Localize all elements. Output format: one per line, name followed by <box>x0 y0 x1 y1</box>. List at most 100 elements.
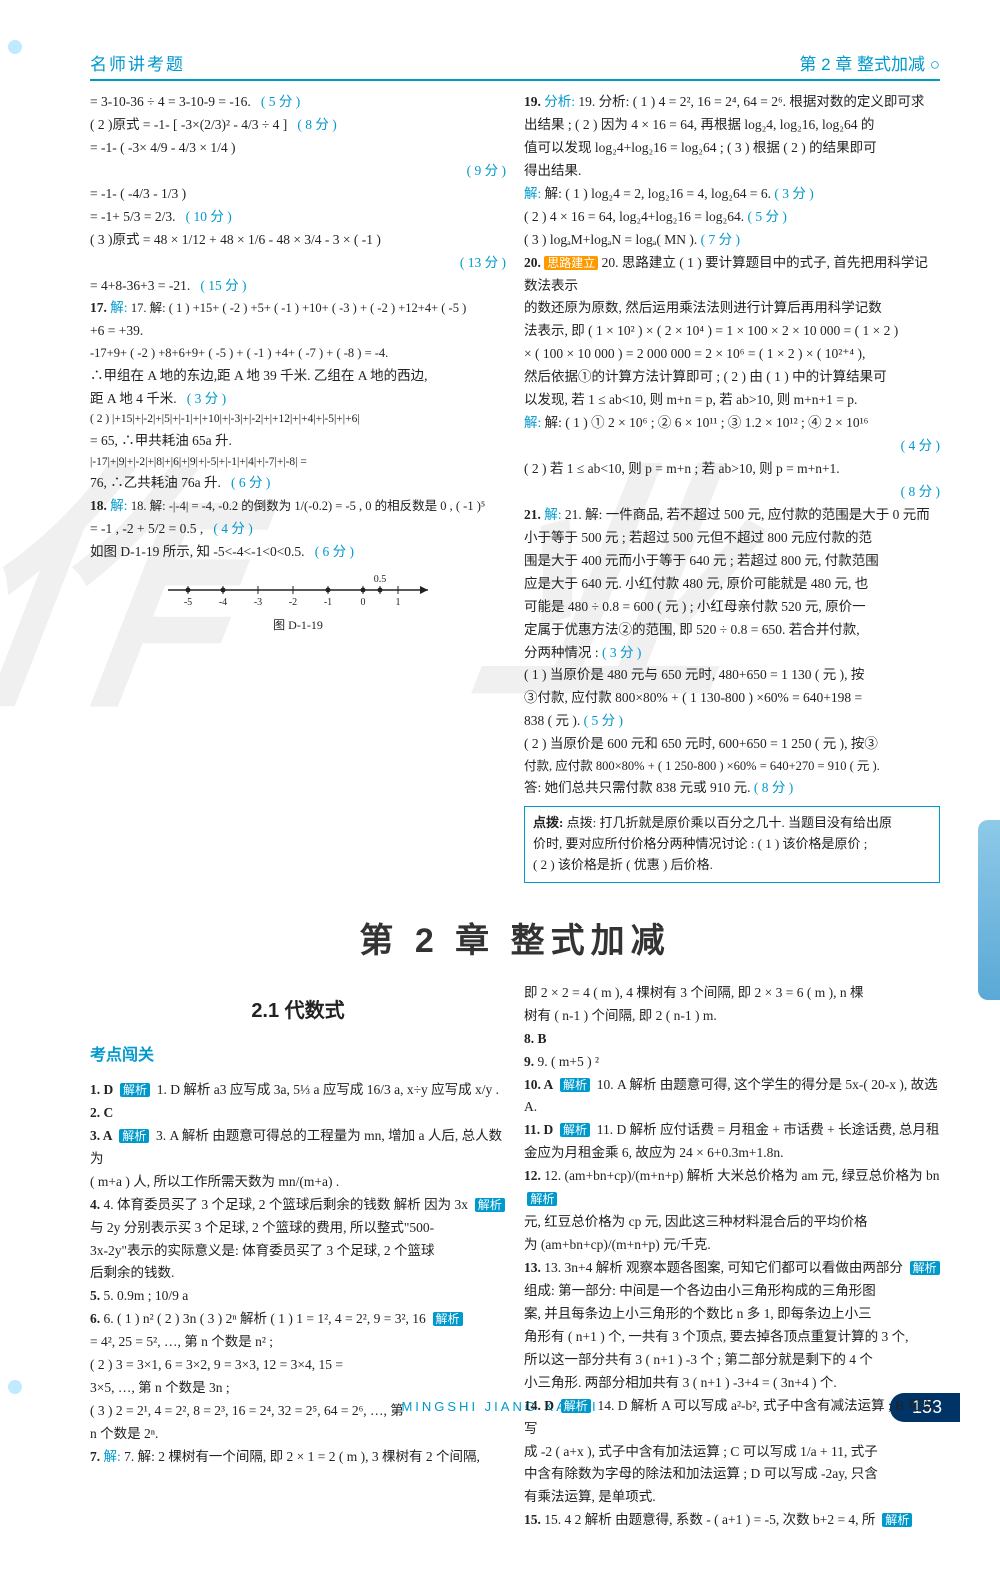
text-line: 3x-2y"表示的实际意义是: 体育委员买了 3 个足球, 2 个篮球 <box>90 1240 506 1263</box>
number-line-svg: -5 -4 -3 -2 -1 0 0.5 1 <box>158 572 438 608</box>
text-line: ( 3 ) logₐM+logₐN = logₐ( MN ). ( 7 分 ) <box>524 229 940 252</box>
svg-text:-2: -2 <box>289 597 297 608</box>
text-line: 元, 红豆总价格为 cp 元, 因此这三种材料混合后的平均价格 <box>524 1211 940 1234</box>
text-line: 17. 解: 17. 解: ( 1 ) +15+ ( -2 ) +5+ ( -1… <box>90 297 506 320</box>
text-line: 价时, 要对应所付价格分两种情况讨论 : ( 1 ) 该价格是原价 ; <box>533 834 931 855</box>
text-line: 18. 解: 18. 解: -|-4| = -4, -0.2 的倒数为 1/(-… <box>90 495 506 518</box>
page-content: 名师讲考题 第 2 章 整式加减 ○ = 3-10-36 ÷ 4 = 3-10-… <box>0 0 1000 1582</box>
text-line: 以发现, 若 1 ≤ ab<10, 则 m+n = p, 若 ab>10, 则 … <box>524 389 940 412</box>
text-line: ( 3 ) 2 = 2¹, 4 = 2², 8 = 2³, 16 = 2⁴, 3… <box>90 1400 506 1423</box>
chapter-title: 第 2 章 整式加减 <box>90 913 940 962</box>
text-line: = 4², 25 = 5², …, 第 n 个数是 n² ; <box>90 1331 506 1354</box>
text-line: ( 2 ) 该价格是折 ( 优惠 ) 后价格. <box>533 855 931 876</box>
text-line: 5. 5. 0.9m ; 10/9 a <box>90 1285 506 1308</box>
text-line: ( 3 )原式 = 48 × 1/12 + 48 × 1/6 - 48 × 3/… <box>90 229 506 252</box>
text-line: ( 2 ) 当原价是 600 元和 650 元时, 600+650 = 1 25… <box>524 733 940 756</box>
text-line: 应是大于 640 元. 小红付款 480 元, 原价可能就是 480 元, 也 <box>524 573 940 596</box>
text-line: +6 = +39. <box>90 320 506 343</box>
text-line: ∴甲组在 A 地的东边,距 A 地 39 千米. 乙组在 A 地的西边, <box>90 365 506 388</box>
text-line: ( 2 )原式 = -1- [ -3×(2/3)² - 4/3 ÷ 4 ] ( … <box>90 114 506 137</box>
svg-text:-1: -1 <box>324 597 332 608</box>
tip-box: 点拨: 点拨: 打几折就是原价乘以百分之几十. 当题目没有给出原 价时, 要对应… <box>524 806 940 882</box>
text-line: 9. 9. ( m+5 ) ² <box>524 1051 940 1074</box>
text-line: 法表示, 即 ( 1 × 10² ) × ( 2 × 10⁴ ) = 1 × 1… <box>524 320 940 343</box>
text-line: 解: 解: ( 1 ) log₂4 = 2, log₂16 = 4, log₂6… <box>524 183 940 206</box>
svg-text:-3: -3 <box>254 597 262 608</box>
subsection-title: 考点闯关 <box>90 1042 506 1069</box>
figure-label: 图 D-1-19 <box>158 615 438 635</box>
text-line: 19. 分析: 19. 分析: ( 1 ) 4 = 2², 16 = 2⁴, 6… <box>524 91 940 114</box>
text-line: 组成: 第一部分: 中间是一个各边由小三角形构成的三角形图 <box>524 1280 940 1303</box>
text-line: 3. A 解析 3. A 解析 由题意可得总的工程量为 mn, 增加 a 人后,… <box>90 1125 506 1171</box>
page-header: 名师讲考题 第 2 章 整式加减 ○ <box>90 50 940 81</box>
number-line-figure: -5 -4 -3 -2 -1 0 0.5 1 图 D-1-19 <box>158 572 438 635</box>
text-line: 6. 6. ( 1 ) n² ( 2 ) 3n ( 3 ) 2ⁿ 解析 ( 1 … <box>90 1308 506 1331</box>
text-line: ( m+a ) 人, 所以工作所需天数为 mn/(m+a) . <box>90 1171 506 1194</box>
svg-text:1: 1 <box>396 597 401 608</box>
lower-columns: 2.1 代数式 考点闯关 1. D 解析 1. D 解析 a3 应写成 3a, … <box>90 982 940 1533</box>
text-line: 然后依据①的计算方法计算即可 ; ( 2 ) 由 ( 1 ) 中的计算结果可 <box>524 366 940 389</box>
text-line: 12. 12. (am+bn+cp)/(m+n+p) 解析 大米总价格为 am … <box>524 1165 940 1211</box>
svg-text:0: 0 <box>361 597 366 608</box>
right-column-upper: 19. 分析: 19. 分析: ( 1 ) 4 = 2², 16 = 2⁴, 6… <box>524 91 940 883</box>
text-line: × ( 100 × 10 000 ) = 2 000 000 = 2 × 10⁶… <box>524 343 940 366</box>
text-line: 即 2 × 2 = 4 ( m ), 4 棵树有 3 个间隔, 即 2 × 3 … <box>524 982 940 1005</box>
header-left: 名师讲考题 <box>90 50 185 75</box>
text-line: 20. 思路建立 20. 思路建立 ( 1 ) 要计算题目中的式子, 首先把用科… <box>524 252 940 298</box>
text-line: 值可以发现 log₂4+log₂16 = log₂64 ; ( 3 ) 根据 (… <box>524 137 940 160</box>
text-line: 3×5, …, 第 n 个数是 3n ; <box>90 1377 506 1400</box>
header-right: 第 2 章 整式加减 ○ <box>799 50 940 75</box>
text-line: ( 2 ) 3 = 3×1, 6 = 3×2, 9 = 3×3, 12 = 3×… <box>90 1354 506 1377</box>
text-line: ( 2 ) 4 × 16 = 64, log₂4+log₂16 = log₂64… <box>524 206 940 229</box>
text-line: 所以这一部分共有 3 ( n+1 ) -3 个 ; 第二部分就是剩下的 4 个 <box>524 1349 940 1372</box>
text-line: 15. 15. 4 2 解析 由题意得, 系数 - ( a+1 ) = -5, … <box>524 1509 940 1532</box>
text-line: n 个数是 2ⁿ. <box>90 1423 506 1446</box>
text-line: 付款, 应付款 800×80% + ( 1 250-800 ) ×60% = 6… <box>524 756 940 777</box>
text-line: 76, ∴乙共耗油 76a 升. ( 6 分 ) <box>90 472 506 495</box>
text-line: 小三角形. 两部分相加共有 3 ( n+1 ) -3+4 = ( 3n+4 ) … <box>524 1372 940 1395</box>
text-line: 有乘法运算, 是单项式. <box>524 1486 940 1509</box>
text-line: 解: 解: ( 1 ) ① 2 × 10⁶ ; ② 6 × 10¹¹ ; ③ 1… <box>524 412 940 435</box>
text-line: 后剩余的钱数. <box>90 1262 506 1285</box>
text-line: 如图 D-1-19 所示, 知 -5<-4<-1<0<0.5. ( 6 分 ) <box>90 541 506 564</box>
text-line: 成 -2 ( a+x ), 式子中含有加法运算 ; C 可以写成 1/a + 1… <box>524 1441 940 1464</box>
text-line: ③付款, 应付款 800×80% + ( 1 130-800 ) ×60% = … <box>524 687 940 710</box>
text-line: |-17|+|9|+|-2|+|8|+|6|+|9|+|-5|+|-1|+|4|… <box>90 453 506 473</box>
text-line: 角形有 ( n+1 ) 个, 一共有 3 个顶点, 要去掉各顶点重复计算的 3 … <box>524 1326 940 1349</box>
text-line: ( 2 ) 若 1 ≤ ab<10, 则 p = m+n ; 若 ab>10, … <box>524 458 940 481</box>
text-line: ( 2 ) |+15|+|-2|+|5|+|-1|+|+10|+|-3|+|-2… <box>90 410 506 430</box>
left-column-upper: = 3-10-36 ÷ 4 = 3-10-9 = -16. ( 5 分 ) ( … <box>90 91 506 883</box>
text-line: = -1- ( -4/3 - 1/3 ) <box>90 183 506 206</box>
text-line: 为 (am+bn+cp)/(m+n+p) 元/千克. <box>524 1234 940 1257</box>
text-line: 7. 解: 7. 解: 2 棵树有一个间隔, 即 2 × 1 = 2 ( m )… <box>90 1446 506 1469</box>
text-line: ( 1 ) 当原价是 480 元与 650 元时, 480+650 = 1 13… <box>524 664 940 687</box>
text-line: 21. 解: 21. 解: 一件商品, 若不超过 500 元, 应付款的范围是大… <box>524 504 940 527</box>
text-line: 定属于优惠方法②的范围, 即 520 ÷ 0.8 = 650. 若合并付款, <box>524 619 940 642</box>
svg-text:-5: -5 <box>184 597 192 608</box>
text-line: 距 A 地 4 千米. ( 3 分 ) <box>90 388 506 411</box>
section-title: 2.1 代数式 <box>90 994 506 1028</box>
text-line: 10. A 解析 10. A 解析 由题意可得, 这个学生的得分是 5x-( 2… <box>524 1074 940 1120</box>
text-line: 金应为月租金乘 6, 故应为 24 × 6+0.3m+1.8n. <box>524 1142 940 1165</box>
text-line: 树有 ( n-1 ) 个间隔, 即 2 ( n-1 ) m. <box>524 1005 940 1028</box>
text-line: 可能是 480 ÷ 0.8 = 600 ( 元 ) ; 小红母亲付款 520 元… <box>524 596 940 619</box>
text-line: 得出结果. <box>524 160 940 183</box>
left-column-lower: 2.1 代数式 考点闯关 1. D 解析 1. D 解析 a3 应写成 3a, … <box>90 982 506 1533</box>
text-line: = 3-10-36 ÷ 4 = 3-10-9 = -16. ( 5 分 ) <box>90 91 506 114</box>
upper-columns: = 3-10-36 ÷ 4 = 3-10-9 = -16. ( 5 分 ) ( … <box>90 91 940 883</box>
text-line: = -1- ( -3× 4/9 - 4/3 × 1/4 ) <box>90 137 506 160</box>
text-line: 中含有除数为字母的除法和加法运算 ; D 可以写成 -2ay, 只含 <box>524 1463 940 1486</box>
text-line: 的数还原为原数, 然后运用乘法法则进行计算后再用科学记数 <box>524 297 940 320</box>
text-line: 838 ( 元 ). ( 5 分 ) <box>524 710 940 733</box>
text-line: = -1+ 5/3 = 2/3. ( 10 分 ) <box>90 206 506 229</box>
text-line: 出结果 ; ( 2 ) 因为 4 × 16 = 64, 再根据 log₂4, l… <box>524 114 940 137</box>
text-line: 点拨: 点拨: 打几折就是原价乘以百分之几十. 当题目没有给出原 <box>533 813 931 834</box>
text-line: 2. C <box>90 1102 506 1125</box>
text-line: = 65, ∴甲共耗油 65a 升. <box>90 430 506 453</box>
text-line: 围是大于 400 元而小于等于 640 元 ; 若超过 800 元, 付款范围 <box>524 550 940 573</box>
text-line: 11. D 解析 11. D 解析 应付话费 = 月租金 + 市话费 + 长途话… <box>524 1119 940 1142</box>
text-line: 案, 并且每条边上小三角形的个数比 n 多 1, 即每条边上小三 <box>524 1303 940 1326</box>
text-line: 小于等于 500 元 ; 若超过 500 元但不超过 800 元应付款的范 <box>524 527 940 550</box>
svg-text:0.5: 0.5 <box>374 574 387 585</box>
svg-text:-4: -4 <box>219 597 227 608</box>
